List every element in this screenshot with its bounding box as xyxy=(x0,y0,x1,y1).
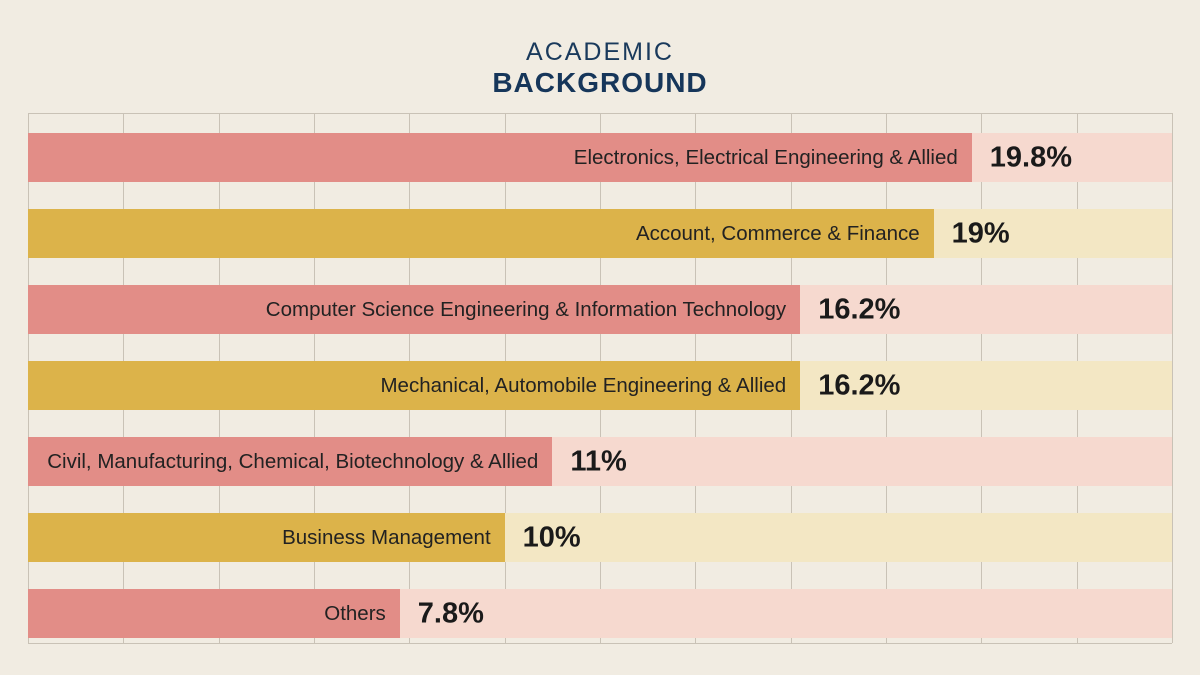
grid-line-vertical xyxy=(1172,113,1173,643)
chart-row: Computer Science Engineering & Informati… xyxy=(28,285,1172,334)
bar-category-label: Mechanical, Automobile Engineering & All… xyxy=(380,374,786,398)
chart-container: ACADEMIC BACKGROUND Electronics, Electri… xyxy=(0,0,1200,675)
bar-category-label: Electronics, Electrical Engineering & Al… xyxy=(574,146,958,170)
chart-row: Civil, Manufacturing, Chemical, Biotechn… xyxy=(28,437,1172,486)
bar-value-label: 16.2% xyxy=(818,293,900,326)
chart-row: Electronics, Electrical Engineering & Al… xyxy=(28,133,1172,182)
bar: Others xyxy=(28,589,400,638)
title-line-2: BACKGROUND xyxy=(28,67,1172,99)
bar-value-label: 10% xyxy=(523,521,581,554)
chart-row: Mechanical, Automobile Engineering & All… xyxy=(28,361,1172,410)
grid-line-horizontal xyxy=(28,643,1172,644)
bar: Account, Commerce & Finance xyxy=(28,209,934,258)
bar-value-label: 16.2% xyxy=(818,369,900,402)
chart-title: ACADEMIC BACKGROUND xyxy=(28,38,1172,99)
bar: Mechanical, Automobile Engineering & All… xyxy=(28,361,800,410)
chart-row: Account, Commerce & Finance 19% xyxy=(28,209,1172,258)
bar: Business Management xyxy=(28,513,505,562)
bar: Electronics, Electrical Engineering & Al… xyxy=(28,133,972,182)
bar-category-label: Account, Commerce & Finance xyxy=(636,222,920,246)
bar: Civil, Manufacturing, Chemical, Biotechn… xyxy=(28,437,552,486)
bar: Computer Science Engineering & Informati… xyxy=(28,285,800,334)
chart-row: Business Management 10% xyxy=(28,513,1172,562)
title-line-1: ACADEMIC xyxy=(28,38,1172,67)
chart-row: Others 7.8% xyxy=(28,589,1172,638)
bar-value-label: 19% xyxy=(952,217,1010,250)
bar-value-label: 7.8% xyxy=(418,597,484,630)
chart-rows: Electronics, Electrical Engineering & Al… xyxy=(28,113,1172,643)
bar-category-label: Civil, Manufacturing, Chemical, Biotechn… xyxy=(47,450,538,474)
bar-value-label: 19.8% xyxy=(990,141,1072,174)
chart-area: Electronics, Electrical Engineering & Al… xyxy=(28,113,1172,643)
bar-category-label: Computer Science Engineering & Informati… xyxy=(266,298,786,322)
bar-category-label: Business Management xyxy=(282,526,491,550)
bar-value-label: 11% xyxy=(570,445,626,478)
bar-category-label: Others xyxy=(324,602,386,626)
